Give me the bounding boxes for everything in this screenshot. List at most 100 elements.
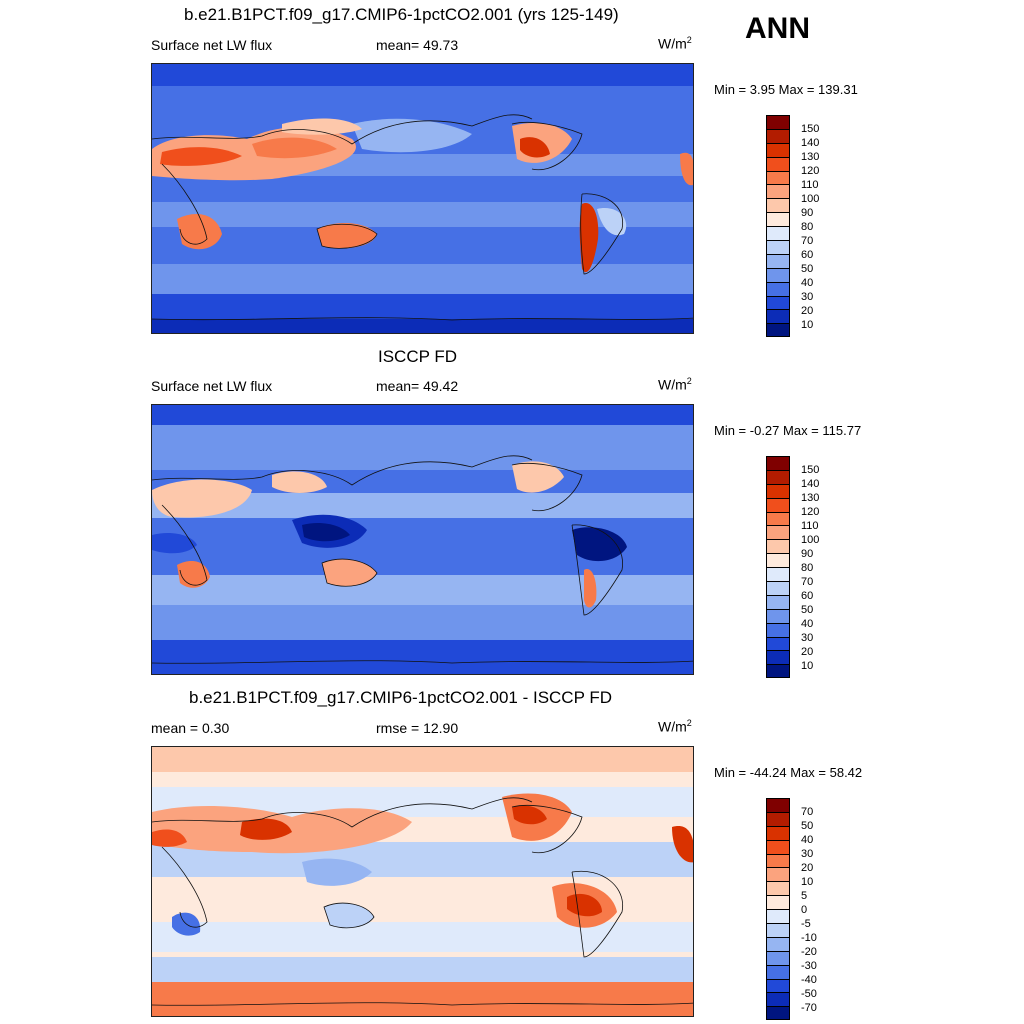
colorbar-swatch [766,923,790,937]
colorbar-label: 60 [801,249,814,261]
colorbar-swatch [766,567,790,582]
panel3-minmax: Min = -44.24 Max = 58.42 [714,765,863,780]
panel1-minmax: Min = 3.95 Max = 139.31 [714,82,858,97]
colorbar-swatch [766,170,790,185]
colorbar-swatch [766,240,790,254]
colorbar-label: 70 [801,576,814,588]
colorbar-label: 80 [801,562,814,574]
colorbar-swatch [766,525,790,540]
panel1-map [151,63,694,334]
colorbar-label: 10 [801,660,814,672]
colorbar-swatch [766,295,790,310]
colorbar-label: 90 [801,548,814,560]
colorbar-swatch [766,469,790,484]
colorbar-swatch [766,978,790,993]
colorbar-label: 80 [801,221,814,233]
colorbar-label: 30 [801,848,814,860]
colorbar-swatch [766,156,790,171]
colorbar-swatch [766,267,790,282]
colorbar-swatch [766,867,790,882]
colorbar-label: 30 [801,291,814,303]
colorbar-swatch [766,198,790,213]
colorbar-label: -40 [801,974,817,986]
panel2-mean-label: mean= 49.42 [376,378,459,394]
colorbar-label: 70 [801,806,814,818]
colorbar-swatch [766,636,790,651]
panel2-unit-label: W/m2 [658,376,692,393]
colorbar-label: 20 [801,862,814,874]
panel2-map [151,404,694,675]
colorbar-swatch [766,825,790,840]
colorbar-swatch [766,798,790,812]
colorbar-label: 120 [801,506,820,518]
colorbar-swatch [766,309,790,324]
colorbar-label: 130 [801,151,820,163]
colorbar-label: 60 [801,590,814,602]
colorbar-label: -30 [801,960,817,972]
colorbar-label: 5 [801,890,808,902]
colorbar-swatch [766,839,790,854]
colorbar-swatch [766,950,790,965]
colorbar-label: 120 [801,165,820,177]
panel3-rmse-label: rmse = 12.90 [376,720,459,736]
panel3-mean-label: mean = 0.30 [151,720,230,736]
season-label: ANN [745,12,810,45]
colorbar-label: 70 [801,235,814,247]
panel3-map [151,746,694,1017]
colorbar-swatch [766,650,790,665]
panel3-colorbar [766,798,790,1021]
panel2-minmax: Min = -0.27 Max = 115.77 [714,423,862,438]
colorbar-swatch [766,281,790,296]
colorbar-label: 110 [801,179,819,191]
colorbar-swatch [766,497,790,512]
panel1-mean-label: mean= 49.73 [376,37,459,53]
colorbar-label: 40 [801,277,814,289]
colorbar-swatch [766,212,790,227]
colorbar-swatch [766,581,790,595]
panel3-unit-label: W/m2 [658,718,692,735]
panel1-variable-label: Surface net LW flux [151,37,273,53]
colorbar-label: 100 [801,193,820,205]
colorbar-swatch [766,511,790,526]
colorbar-swatch [766,456,790,470]
colorbar-label: 20 [801,646,814,658]
colorbar-label: 30 [801,632,814,644]
colorbar-label: 0 [801,904,808,916]
colorbar-swatch [766,881,790,896]
colorbar-swatch [766,539,790,554]
colorbar-label: 40 [801,834,814,846]
colorbar-label: 50 [801,263,814,275]
colorbar-swatch [766,964,790,979]
colorbar-label: 40 [801,618,814,630]
panel2-variable-label: Surface net LW flux [151,378,273,394]
colorbar-label: 10 [801,876,814,888]
colorbar-swatch [766,128,790,143]
colorbar-swatch [766,142,790,157]
colorbar-swatch [766,553,790,568]
colorbar-label: 140 [801,137,820,149]
panel1-title: b.e21.B1PCT.f09_g17.CMIP6-1pctCO2.001 (y… [184,5,619,24]
colorbar-swatch [766,664,790,679]
colorbar-swatch [766,1006,790,1021]
colorbar-label: 90 [801,207,814,219]
colorbar-label: -50 [801,988,817,1000]
panel2-title: ISCCP FD [378,347,458,366]
colorbar-swatch [766,992,790,1007]
colorbar-swatch [766,226,790,241]
panel2-colorbar [766,456,790,679]
colorbar-swatch [766,622,790,637]
colorbar-label: 150 [801,123,820,135]
panel1-unit-label: W/m2 [658,35,692,52]
colorbar-label: 10 [801,319,814,331]
colorbar-swatch [766,895,790,910]
colorbar-label: 140 [801,478,820,490]
colorbar-label: -20 [801,946,817,958]
colorbar-label: 110 [801,520,819,532]
colorbar-swatch [766,936,790,951]
colorbar-label: -10 [801,932,817,944]
colorbar-swatch [766,483,790,498]
colorbar-label: 50 [801,820,814,832]
panel3-title: b.e21.B1PCT.f09_g17.CMIP6-1pctCO2.001 - … [189,688,612,707]
colorbar-swatch [766,909,790,924]
colorbar-swatch [766,594,790,609]
